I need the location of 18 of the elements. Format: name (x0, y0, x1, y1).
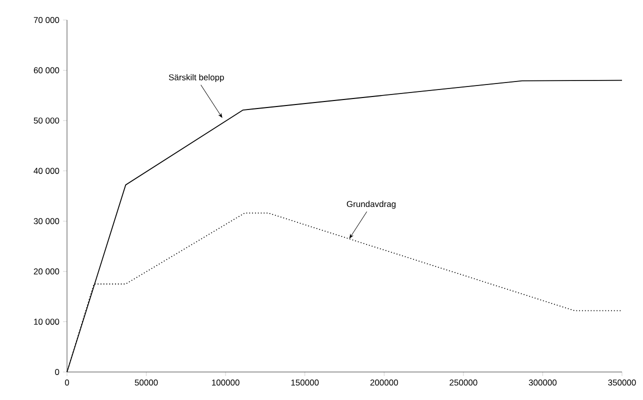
annotation: Grundavdrag (346, 200, 396, 209)
y-tick-label: 30 000 (34, 218, 60, 224)
x-tick-label: 200000 (370, 380, 398, 386)
annotation: Särskilt belopp (168, 74, 224, 82)
x-tick-label: 50000 (134, 380, 158, 386)
x-tick-label: 350000 (608, 380, 636, 386)
y-tick-label: 20 000 (34, 268, 60, 274)
y-tick-label: 50 000 (34, 118, 60, 124)
y-tick-label: 60 000 (34, 67, 60, 74)
y-tick-label: 40 000 (34, 168, 60, 174)
y-tick-label: 70 000 (34, 17, 60, 24)
x-tick-label: 250000 (450, 380, 478, 386)
y-tick-label: 10 000 (34, 318, 60, 325)
y-tick-label: 0 (55, 368, 60, 376)
x-tick-label: 300000 (528, 380, 557, 386)
x-tick-label: 100000 (212, 380, 240, 386)
x-tick-label: 150000 (291, 380, 319, 386)
x-tick-label: 0 (64, 380, 70, 386)
